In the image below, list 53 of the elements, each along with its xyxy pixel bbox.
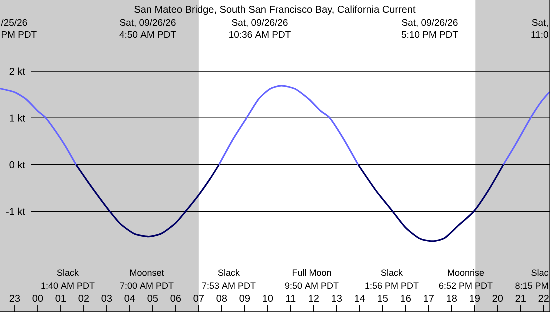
y-tick-label: 1 kt [10,114,26,122]
annotation: Slac [532,269,549,276]
annotation: 7:00 AM PDT [120,282,174,290]
annotation: Slack [381,269,404,276]
y-tick-label: 2 kt [10,68,26,76]
annotation: /25/26 [1,19,28,26]
annotation: 1:56 PM PDT [366,282,419,290]
annotation: 9:50 AM PDT [285,282,339,290]
annotation: Sat, 09/26/26 [232,19,288,28]
x-tick-label: 17 [424,295,434,302]
y-tick-label: 0 kt [10,161,26,169]
x-tick-label: 13 [332,295,342,302]
annotation: Moonrise [448,269,484,276]
x-tick-label: 04 [124,295,136,302]
x-tick-label: 05 [148,295,158,302]
x-tick-label: 10 [263,295,274,302]
annotation: 11:0 [532,31,548,38]
x-tick-label: 20 [492,295,504,302]
x-tick-label: 23 [10,295,20,302]
x-tick-label: 02 [78,295,90,302]
annotation: Moonset [130,270,164,276]
x-tick-label: 03 [102,295,112,302]
annotation: 4:50 AM PDT [120,31,176,38]
y-tick-label: -1 kt [6,208,26,216]
annotation: 8:15 PM [516,282,548,290]
x-tick-label: 22 [538,295,549,302]
x-tick-label: 07 [194,295,204,302]
x-tick-label: 08 [216,295,228,302]
annotation: 10:36 AM PDT [230,31,291,38]
x-tick-label: 00 [32,295,44,302]
x-tick-label: 18 [447,295,458,302]
x-tick-label: 14 [355,295,366,302]
annotation: Slack [57,269,80,276]
annotation: PM PDT [2,31,37,38]
annotation: Full Moon [292,269,332,276]
annotation: 7:53 AM PDT [202,282,256,290]
annotation: Sat, 09/26/26 [402,19,458,28]
x-tick-label: 15 [378,295,388,302]
x-tick-label: 01 [56,295,66,302]
annotation: Sat, [532,19,548,28]
text: San Mateo Bridge, South San Francisco Bay, California Current [134,6,416,16]
x-tick-label: 16 [401,295,412,302]
x-tick-label: 11 [286,295,296,302]
x-tick-label: 06 [170,295,182,302]
x-tick-label: 19 [470,295,480,302]
annotation: 5:10 PM PDT [402,31,458,38]
annotation: 6:52 PM PDT [439,282,493,290]
annotation: Slack [218,269,240,276]
x-tick-label: 09 [240,295,250,302]
x-tick-label: 12 [309,295,319,302]
x-tick-label: 21 [516,295,526,302]
annotation: Sat, 09/26/26 [120,19,176,28]
annotation: 1:40 AM PDT [42,282,95,290]
